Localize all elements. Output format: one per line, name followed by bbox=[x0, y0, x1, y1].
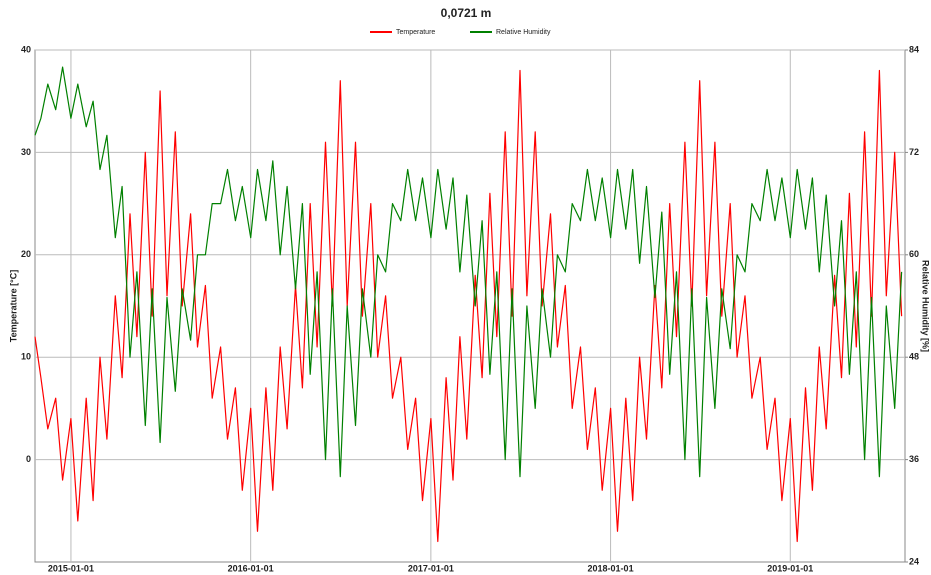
x-tick-label: 2019-01-01 bbox=[767, 563, 813, 573]
y-tick-label: 0 bbox=[26, 454, 31, 464]
plot-area bbox=[34, 49, 906, 563]
y-tick-label: 10 bbox=[21, 352, 31, 362]
y2-tick-label: 36 bbox=[909, 454, 919, 464]
y2-tick-label: 84 bbox=[909, 44, 919, 54]
y-tick-label: 40 bbox=[21, 44, 31, 54]
legend-label: Temperature bbox=[396, 29, 435, 36]
chart-title: 0,0721 m bbox=[441, 6, 492, 20]
data-line bbox=[34, 69, 903, 543]
x-tick-label: 2015-01-01 bbox=[48, 563, 94, 573]
x-tick-label: 2017-01-01 bbox=[408, 563, 454, 573]
x-tick-label: 2018-01-01 bbox=[588, 563, 634, 573]
y2-axis-label: Relative Humidity [%] bbox=[921, 260, 931, 352]
legend-label: Relative Humidity bbox=[496, 29, 551, 36]
y-tick-label: 20 bbox=[21, 249, 31, 259]
data-line bbox=[34, 66, 903, 478]
y2-tick-label: 72 bbox=[909, 147, 919, 157]
y2-tick-label: 24 bbox=[909, 556, 919, 566]
x-tick-label: 2016-01-01 bbox=[228, 563, 274, 573]
y2-tick-label: 60 bbox=[909, 249, 919, 259]
y-axis-label: Temperature [°C] bbox=[8, 270, 18, 342]
y-tick-label: 30 bbox=[21, 147, 31, 157]
y2-tick-label: 48 bbox=[909, 352, 919, 362]
